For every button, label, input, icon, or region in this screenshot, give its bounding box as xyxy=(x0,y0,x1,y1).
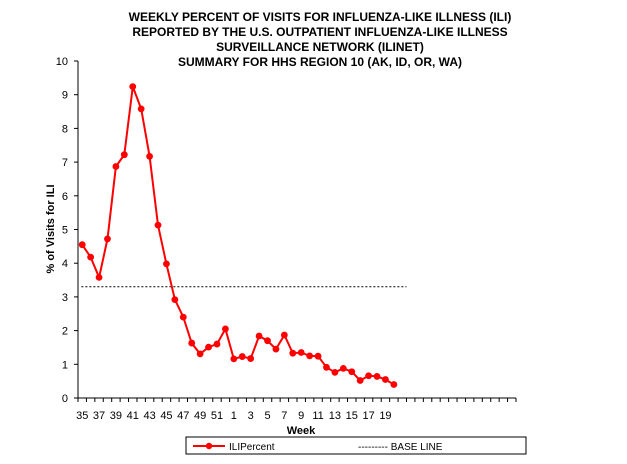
ili-percent-point xyxy=(179,313,187,321)
ili-percent-point xyxy=(129,83,137,91)
x-tick-label: 17 xyxy=(362,410,374,422)
ili-percent-point xyxy=(382,376,389,383)
ili-percent-point xyxy=(280,331,288,339)
ili-percent-point xyxy=(188,339,196,347)
y-tick-label: 6 xyxy=(62,191,68,203)
axes xyxy=(77,61,516,399)
ili-percent-point xyxy=(196,350,204,358)
ili-percent-series xyxy=(78,83,398,388)
chart-title: WEEKLY PERCENT OF VISITS FOR INFLUENZA-L… xyxy=(129,10,512,69)
x-tick-label: 39 xyxy=(110,410,122,422)
ili-percent-point xyxy=(146,152,153,160)
ili-percent-point xyxy=(390,381,398,388)
legend-box xyxy=(185,436,527,455)
ili-percent-point xyxy=(297,349,305,356)
x-tick-label: 9 xyxy=(298,410,304,422)
legend: ILIPercent --------- BASE LINE xyxy=(185,436,527,455)
y-tick-label: 1 xyxy=(62,359,68,371)
ili-percent-point xyxy=(154,221,162,229)
title-line-3: SURVEILLANCE NETWORK (ILINET) xyxy=(216,40,424,54)
ili-percent-point xyxy=(289,349,297,357)
x-tick-label: 15 xyxy=(346,410,358,422)
x-tick-label: 3 xyxy=(248,410,254,422)
x-tick-label: 19 xyxy=(379,410,391,422)
ili-percent-point xyxy=(230,355,238,363)
y-tick-label: 5 xyxy=(62,225,68,237)
ili-percent-point xyxy=(339,364,347,372)
legend-ilipercent-marker xyxy=(205,442,213,450)
x-tick-label: 13 xyxy=(329,410,341,422)
x-tick-label: 35 xyxy=(76,410,88,422)
ili-percent-point xyxy=(137,105,145,113)
ili-percent-line xyxy=(81,86,395,386)
y-tick-label: 8 xyxy=(62,123,68,135)
x-tick-label: 47 xyxy=(177,410,189,422)
x-tick-label: 51 xyxy=(211,410,223,422)
legend-baseline-label: --------- BASE LINE xyxy=(358,442,443,453)
title-line-2: REPORTED BY THE U.S. OUTPATIENT INFLUENZ… xyxy=(132,25,507,39)
ili-percent-point xyxy=(272,345,280,353)
y-tick-label: 0 xyxy=(62,393,68,405)
ili-percent-point xyxy=(104,235,111,243)
ili-percent-point xyxy=(238,353,246,360)
ili-percent-point xyxy=(247,355,255,362)
ili-percent-point xyxy=(87,253,95,261)
ili-percent-point xyxy=(264,337,271,345)
ili-percent-point xyxy=(365,372,372,380)
y-axis-title: % of Visits for ILI xyxy=(45,184,57,273)
x-tick-label: 49 xyxy=(194,410,206,422)
ili-percent-point xyxy=(331,368,339,376)
ili-percent-point xyxy=(205,343,212,351)
x-tick-label: 11 xyxy=(312,410,323,422)
ili-percent-point xyxy=(163,260,170,268)
ili-percent-point xyxy=(356,377,364,384)
ili-percent-point xyxy=(78,241,86,249)
x-tick-label: 37 xyxy=(93,410,105,422)
ili-percent-point xyxy=(255,332,263,340)
y-tick-label: 7 xyxy=(62,157,68,169)
ili-percent-point xyxy=(112,163,120,170)
y-tick-label: 10 xyxy=(56,56,68,68)
y-tick-label: 4 xyxy=(62,258,68,270)
title-line-4: SUMMARY FOR HHS REGION 10 (AK, ID, OR, W… xyxy=(178,55,462,69)
y-tick-label: 9 xyxy=(62,90,68,102)
x-tick-label: 41 xyxy=(127,410,139,422)
ili-percent-point xyxy=(120,151,128,159)
ili-percent-point xyxy=(373,373,381,380)
y-axis-ticks: 0 1 2 3 4 5 6 7 8 9 10 xyxy=(56,56,78,405)
ili-percent-point xyxy=(213,340,221,348)
x-tick-label: 43 xyxy=(143,410,155,422)
legend-ilipercent-label: ILIPercent xyxy=(229,442,275,453)
x-axis-ticks: 35 37 39 41 43 45 47 49 51 1 3 5 7 9 11 13 15 17 19 xyxy=(76,398,517,422)
y-tick-label: 3 xyxy=(62,292,68,304)
ili-percent-point xyxy=(95,273,103,281)
ili-percent-point xyxy=(306,352,314,360)
y-tick-label: 2 xyxy=(62,326,68,338)
x-tick-label: 7 xyxy=(281,410,287,422)
x-tick-label: 1 xyxy=(231,410,237,422)
ili-percent-point xyxy=(348,368,356,376)
ili-percent-point xyxy=(222,325,229,333)
title-line-1: WEEKLY PERCENT OF VISITS FOR INFLUENZA-L… xyxy=(129,10,512,24)
x-tick-label: 45 xyxy=(160,410,172,422)
x-axis-title: Week xyxy=(287,425,316,437)
ili-percent-point xyxy=(323,363,330,371)
ili-percent-point xyxy=(171,296,179,303)
x-tick-label: 5 xyxy=(264,410,270,422)
ili-percent-point xyxy=(314,352,322,360)
